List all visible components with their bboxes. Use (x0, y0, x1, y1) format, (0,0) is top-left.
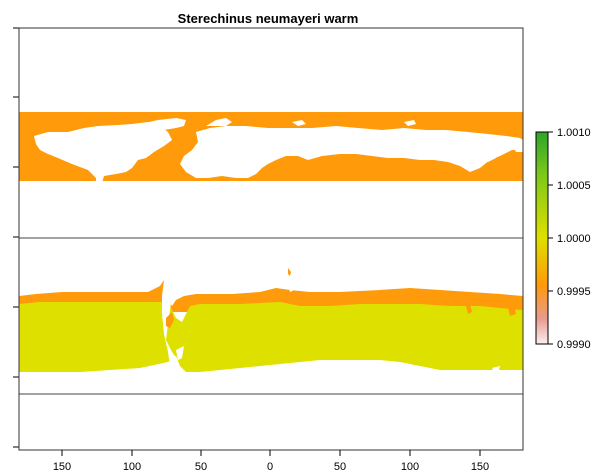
y-axis (13, 27, 19, 448)
legend-tick-label: 1.0005 (557, 180, 591, 192)
south-yellow-band (19, 300, 523, 372)
map-title: Sterechinus neumayeri warm (178, 11, 359, 26)
landmass-africa-tip (288, 268, 291, 276)
legend-tick-label: 1.0000 (557, 233, 591, 245)
x-tick-label: 50 (195, 461, 207, 472)
legend-tick-label: 0.9990 (557, 339, 591, 351)
plot-frame (18, 27, 524, 451)
landmass-greenland (140, 118, 186, 130)
landmass-south-america (162, 280, 178, 368)
x-tick-label: 100 (123, 461, 141, 472)
landmass-scandinavia (206, 118, 232, 126)
color-legend: 1.0010 1.0005 1.0000 0.9995 0.9990 (535, 127, 591, 351)
x-tick-label: 150 (471, 461, 489, 472)
legend-color-bar (535, 131, 549, 345)
x-tick-label: 100 (401, 461, 419, 472)
legend-tick-label: 0.9995 (557, 286, 591, 298)
north-band (19, 112, 523, 190)
landmass-australia (466, 304, 516, 316)
landmass-eurasia (180, 126, 523, 178)
landmass-south-america-tip (166, 312, 174, 328)
x-tick-label: 50 (334, 461, 346, 472)
landmass-north-america (34, 122, 172, 190)
landmass-alaska (512, 140, 523, 152)
south-band (19, 268, 523, 374)
legend-tick-label: 1.0010 (557, 127, 591, 139)
x-axis (61, 450, 481, 456)
landmass-far-east (482, 146, 500, 162)
x-tick-label: 0 (267, 461, 273, 472)
x-tick-label: 150 (53, 461, 71, 472)
